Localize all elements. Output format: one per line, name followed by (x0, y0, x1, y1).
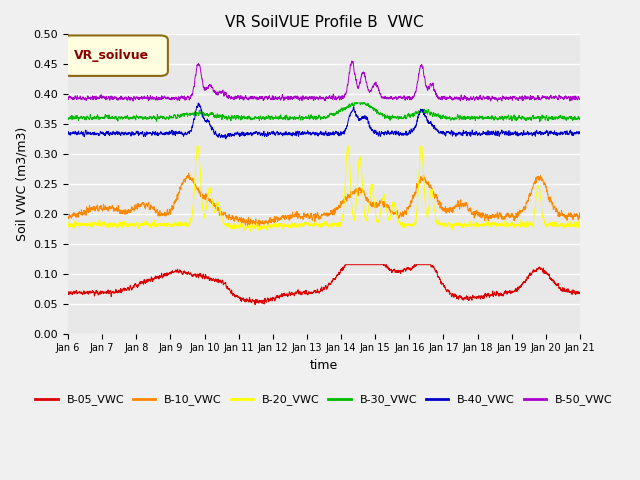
B-30_VWC (436, 112, 444, 118)
B-10_VWC (254, 223, 262, 229)
Legend: B-05_VWC, B-10_VWC, B-20_VWC, B-30_VWC, B-40_VWC, B-50_VWC: B-05_VWC, B-10_VWC, B-20_VWC, B-30_VWC, … (31, 390, 617, 410)
B-30_VWC (64, 115, 72, 120)
B-50_VWC (307, 95, 315, 100)
B-05_VWC (308, 290, 316, 296)
B-20_VWC (344, 143, 351, 148)
B-10_VWC (280, 216, 287, 221)
B-05_VWC (561, 287, 568, 292)
B-20_VWC (576, 222, 584, 228)
B-40_VWC (195, 100, 202, 106)
B-20_VWC (436, 221, 444, 227)
B-20_VWC (561, 225, 568, 231)
B-20_VWC (280, 223, 287, 228)
B-05_VWC (280, 291, 287, 297)
B-50_VWC (576, 96, 584, 102)
B-05_VWC (252, 302, 259, 308)
B-40_VWC (576, 130, 584, 135)
Line: B-50_VWC: B-50_VWC (68, 61, 580, 101)
B-10_VWC (561, 213, 568, 219)
B-20_VWC (308, 220, 316, 226)
Text: VR_soilvue: VR_soilvue (74, 49, 149, 62)
Line: B-05_VWC: B-05_VWC (68, 264, 580, 305)
B-30_VWC (576, 116, 584, 121)
B-40_VWC (64, 129, 72, 135)
B-50_VWC (535, 96, 543, 101)
B-50_VWC (284, 94, 291, 99)
B-50_VWC (561, 95, 568, 101)
B-40_VWC (561, 129, 568, 135)
FancyBboxPatch shape (63, 36, 168, 76)
B-10_VWC (535, 178, 543, 183)
Line: B-30_VWC: B-30_VWC (68, 103, 580, 122)
B-40_VWC (284, 132, 291, 138)
B-30_VWC (307, 114, 315, 120)
B-10_VWC (308, 213, 316, 219)
Line: B-20_VWC: B-20_VWC (68, 145, 580, 231)
B-05_VWC (284, 293, 291, 299)
B-40_VWC (280, 131, 287, 137)
B-50_VWC (436, 96, 444, 102)
Title: VR SoilVUE Profile B  VWC: VR SoilVUE Profile B VWC (225, 15, 423, 30)
B-20_VWC (246, 228, 254, 234)
B-40_VWC (535, 130, 543, 136)
B-20_VWC (535, 184, 543, 190)
B-30_VWC (284, 114, 291, 120)
Y-axis label: Soil VWC (m3/m3): Soil VWC (m3/m3) (15, 127, 28, 241)
B-30_VWC (348, 100, 356, 106)
B-05_VWC (64, 289, 72, 295)
B-05_VWC (436, 276, 444, 282)
B-50_VWC (348, 58, 355, 64)
B-30_VWC (561, 115, 568, 120)
B-50_VWC (64, 95, 72, 100)
B-40_VWC (308, 131, 316, 137)
B-10_VWC (64, 215, 72, 221)
B-05_VWC (535, 264, 543, 270)
B-30_VWC (536, 119, 543, 125)
B-30_VWC (279, 116, 287, 121)
B-10_VWC (185, 170, 193, 176)
X-axis label: time: time (310, 359, 338, 372)
B-10_VWC (436, 204, 444, 209)
B-20_VWC (64, 219, 72, 225)
B-10_VWC (284, 213, 291, 219)
Line: B-10_VWC: B-10_VWC (68, 173, 580, 226)
B-05_VWC (342, 262, 349, 267)
B-50_VWC (493, 98, 501, 104)
B-30_VWC (535, 114, 543, 120)
B-05_VWC (576, 289, 584, 295)
B-50_VWC (279, 95, 287, 101)
Line: B-40_VWC: B-40_VWC (68, 103, 580, 139)
B-40_VWC (436, 130, 444, 135)
B-20_VWC (284, 222, 291, 228)
B-40_VWC (222, 136, 230, 142)
B-10_VWC (576, 210, 584, 216)
